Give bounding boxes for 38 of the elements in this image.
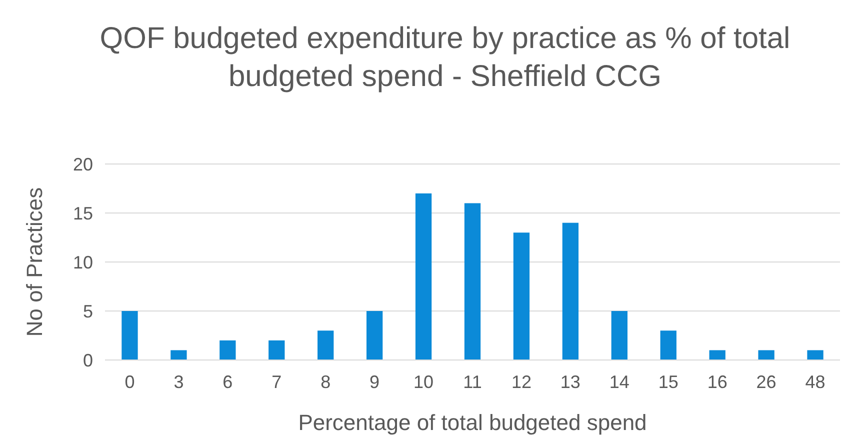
bar — [709, 350, 726, 360]
chart-title: QOF budgeted expenditure by practice as % of total budgeted spend - Sheffield CCG — [100, 22, 790, 93]
y-tick-label: 20 — [72, 154, 93, 174]
x-tick-label: 14 — [609, 372, 630, 392]
x-tick-label: 12 — [511, 372, 532, 392]
x-tick-label: 48 — [805, 372, 826, 392]
x-tick-label: 13 — [560, 372, 580, 392]
bar — [807, 350, 824, 360]
bar — [122, 311, 138, 360]
x-tick-label: 16 — [707, 372, 728, 392]
bar — [415, 193, 432, 360]
bar — [758, 350, 774, 360]
x-tick-label: 10 — [414, 372, 434, 392]
y-tick-label: 10 — [72, 252, 93, 272]
x-tick-label: 15 — [658, 372, 678, 392]
bar — [660, 330, 676, 360]
bar — [464, 203, 481, 360]
bar — [318, 330, 334, 360]
bar — [220, 340, 236, 360]
y-tick-label: 15 — [72, 203, 93, 224]
x-tick-label: 6 — [222, 372, 233, 392]
bar — [562, 222, 579, 360]
x-tick-label: 7 — [272, 372, 282, 392]
bar — [366, 311, 383, 360]
x-tick-label: 3 — [174, 372, 184, 392]
x-tick-label: 9 — [370, 372, 380, 392]
x-axis-title: Percentage of total budgeted spend — [298, 410, 647, 435]
bar — [513, 232, 530, 360]
bar — [611, 311, 628, 360]
x-tick-label: 0 — [124, 372, 135, 392]
y-axis-title: No of Practices — [22, 187, 47, 337]
y-tick-label: 5 — [82, 301, 93, 322]
x-tick-label: 8 — [320, 372, 331, 392]
y-tick-label: 0 — [82, 350, 93, 370]
bar — [170, 350, 187, 360]
x-tick-label: 26 — [756, 372, 776, 392]
x-tick-label: 11 — [463, 372, 482, 392]
bar — [268, 340, 285, 360]
